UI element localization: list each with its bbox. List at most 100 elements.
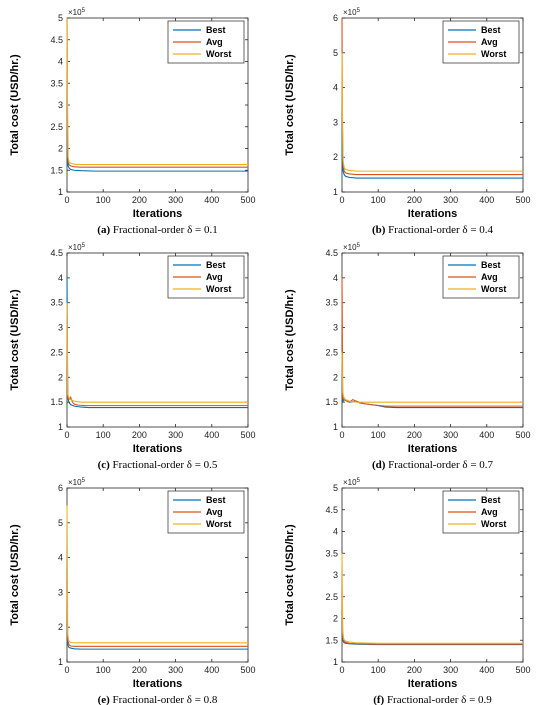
x-axis-label: Iterations <box>133 208 183 220</box>
y-tick-label: 5 <box>333 483 338 493</box>
y-tick-label: 3.5 <box>325 298 338 308</box>
caption-label: (c) <box>98 459 111 471</box>
x-tick-label: 200 <box>407 195 422 205</box>
y-tick-label: 5 <box>58 518 63 528</box>
caption-label: (b) <box>372 224 386 236</box>
y-axis-label: Total cost (USD/hr.) <box>9 524 21 626</box>
y-exponent-power: 5 <box>357 243 361 249</box>
panel-caption: (c) Fractional-order δ = 0.5 <box>98 459 218 471</box>
legend-entry-worst: Worst <box>481 519 506 529</box>
x-axis-label: Iterations <box>408 208 458 220</box>
x-tick-label: 200 <box>132 195 147 205</box>
x-tick-label: 200 <box>407 665 422 675</box>
x-axis-label: Iterations <box>408 678 458 690</box>
y-exponent-power: 5 <box>82 243 86 249</box>
caption-text: Fractional-order δ = 0.5 <box>110 459 218 471</box>
x-tick-label: 300 <box>168 665 183 675</box>
y-exponent-label: ×105 <box>68 243 86 252</box>
legend-entry-worst: Worst <box>206 284 231 294</box>
y-tick-label: 3 <box>333 323 338 333</box>
legend: Best Avg Worst <box>442 20 520 64</box>
y-exponent-label: ×105 <box>68 478 86 487</box>
y-tick-label: 3 <box>333 570 338 580</box>
x-tick-label: 100 <box>96 430 111 440</box>
x-tick-label: 400 <box>479 665 494 675</box>
legend-entry-avg: Avg <box>206 272 223 282</box>
y-tick-label: 1 <box>58 422 63 432</box>
y-exponent-label: ×105 <box>343 243 361 252</box>
y-axis-label: Total cost (USD/hr.) <box>9 54 21 156</box>
legend-entry-best: Best <box>481 260 501 270</box>
x-tick-label: 500 <box>515 665 530 675</box>
y-tick-label: 6 <box>58 483 63 493</box>
y-axis-label: Total cost (USD/hr.) <box>284 54 296 156</box>
panel-caption: (a) Fractional-order δ = 0.1 <box>97 224 217 236</box>
chart-panel-3: 0 100 200 300 400 500 1 1.5 2 2.5 3 3.5 4 4.5 ×105 Best… <box>9 243 256 471</box>
chart-panel-2: 0 100 200 300 400 500 1 2 3 4 5 6 ×105 Best Avg Worst It… <box>284 8 531 236</box>
caption-text: Fractional-order δ = 0.8 <box>110 694 218 705</box>
y-tick-label: 2 <box>58 372 63 382</box>
y-tick-label: 2.5 <box>50 122 63 132</box>
y-tick-label: 2 <box>333 152 338 162</box>
y-tick-label: 4 <box>333 83 338 93</box>
legend-entry-worst: Worst <box>481 284 506 294</box>
y-tick-label: 1.5 <box>325 397 338 407</box>
y-exponent-power: 5 <box>357 478 361 484</box>
x-tick-label: 400 <box>479 195 494 205</box>
legend-entry-best: Best <box>481 25 501 35</box>
legend-entry-avg: Avg <box>481 37 498 47</box>
caption-text: Fractional-order δ = 0.4 <box>385 224 493 236</box>
y-tick-label: 3.5 <box>50 298 63 308</box>
y-tick-label: 2 <box>58 144 63 154</box>
y-tick-label: 5 <box>58 13 63 23</box>
x-axis-label: Iterations <box>133 443 183 455</box>
y-exponent-power: 5 <box>357 8 361 14</box>
series-line-worst <box>66 17 248 166</box>
series-line-avg <box>66 327 248 407</box>
x-tick-label: 300 <box>443 195 458 205</box>
y-tick-label: 1 <box>333 187 338 197</box>
x-tick-label: 500 <box>240 430 255 440</box>
y-exponent-label: ×105 <box>68 8 86 17</box>
y-tick-label: 6 <box>333 13 338 23</box>
x-axis-label: Iterations <box>408 443 458 455</box>
y-tick-label: 1 <box>58 187 63 197</box>
y-tick-label: 5 <box>333 48 338 58</box>
x-tick-label: 100 <box>371 195 386 205</box>
panel-caption: (d) Fractional-order δ = 0.7 <box>372 459 494 471</box>
series-line-avg <box>66 592 248 647</box>
chart-panel-6: 0 100 200 300 400 50011.522.533.544.55×105Bes… <box>284 478 531 705</box>
legend-entry-worst: Worst <box>481 49 506 59</box>
legend: Best Avg Worst <box>442 490 520 534</box>
legend: Best Avg Worst <box>442 255 520 299</box>
legend-entry-best: Best <box>481 495 501 505</box>
y-tick-label: 1.5 <box>50 397 63 407</box>
x-tick-label: 0 <box>64 195 69 205</box>
caption-label: (d) <box>372 459 386 471</box>
caption-label: (f) <box>373 694 384 705</box>
y-tick-label: 2 <box>333 614 338 624</box>
y-tick-label: 3.5 <box>325 548 338 558</box>
series-line-best <box>66 627 248 650</box>
chart-panel-5: 0 100 200 300 400 500 1 2 3 4 5 6 ×105 Best Avg Worst It… <box>9 478 256 705</box>
x-tick-label: 0 <box>64 430 69 440</box>
x-tick-label: 0 <box>339 195 344 205</box>
legend: Best Avg Worst <box>167 490 245 534</box>
y-axis-label: Total cost (USD/hr.) <box>9 289 21 391</box>
y-exponent-power: 5 <box>82 478 86 484</box>
y-tick-label: 3 <box>58 323 63 333</box>
series-line-worst <box>341 553 523 644</box>
x-tick-label: 100 <box>96 195 111 205</box>
series-line-worst <box>66 302 248 403</box>
legend-entry-worst: Worst <box>206 519 231 529</box>
caption-label: (a) <box>97 224 110 236</box>
x-tick-label: 300 <box>443 665 458 675</box>
series-line-worst <box>341 52 523 172</box>
series-line-worst <box>341 352 523 403</box>
y-tick-label: 3 <box>58 100 63 110</box>
y-tick-label: 2.5 <box>50 347 63 357</box>
y-tick-label: 3.5 <box>50 78 63 88</box>
y-tick-label: 2 <box>333 372 338 382</box>
legend-entry-best: Best <box>206 25 226 35</box>
legend: Best Avg Worst <box>167 20 245 64</box>
